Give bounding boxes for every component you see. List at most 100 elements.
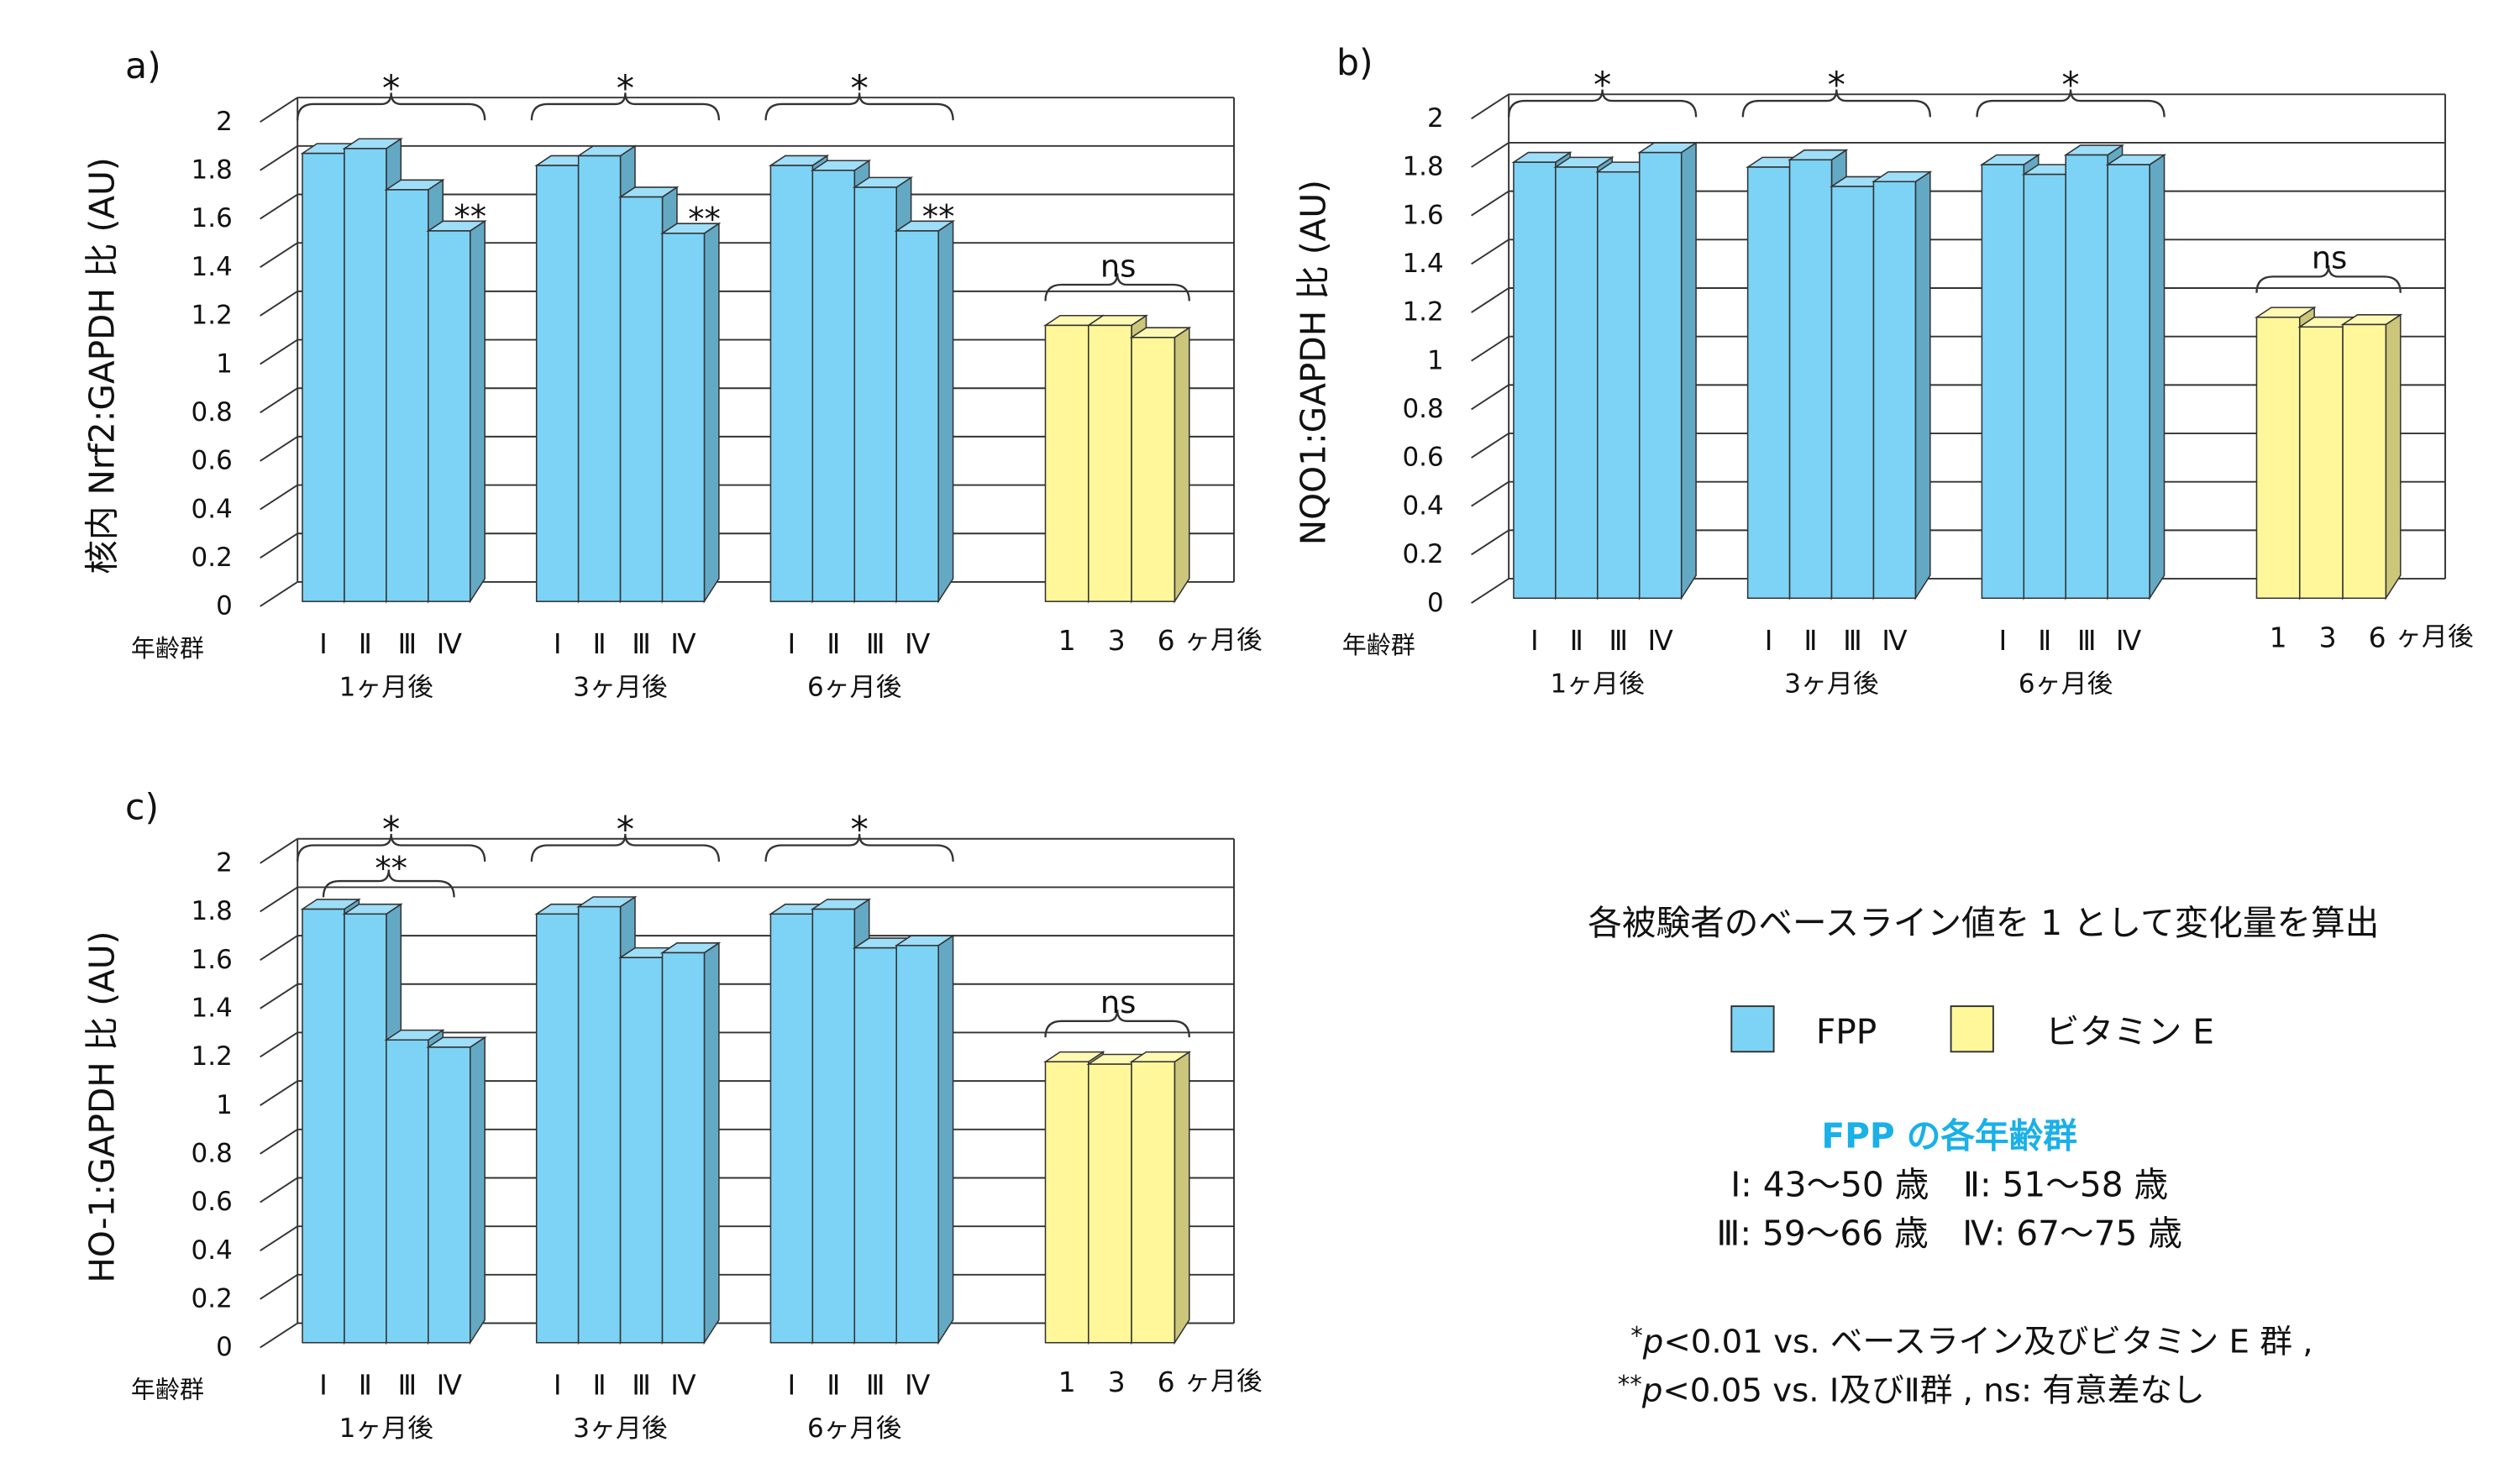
significance-mark: * [1593,65,1611,107]
gridline-side [1471,433,1509,459]
gridline-side [260,242,298,269]
bar-fpp [769,165,814,602]
bar-fpp [811,908,856,1344]
x-tick-label: Ⅲ [2077,624,2097,657]
bar-significance-mark: ** [922,198,955,236]
group-label: 3ヶ月後 [1784,669,1879,700]
gridline-side [260,886,298,913]
group-label: 3ヶ月後 [573,672,668,702]
bar-fpp-side [2149,154,2166,600]
chart-a: a) 核内 Nrf2:GAPDH 比 (AU) 0 0.2 0.4 0.6 0.8 1 1.2 1… [81,45,1262,702]
x-tick-label: Ⅳ [1648,624,1674,657]
bar-vitamin-e-side [2385,313,2402,600]
x-tick-label: Ⅰ [1765,624,1773,657]
y-tick-label: 0.2 [1402,539,1443,569]
bar-fpp [1788,159,1833,600]
bar-fpp [428,230,471,602]
panel-label: b) [1336,42,1373,84]
y-tick-label: 2 [216,847,233,878]
age-group-axis-label: 年齢群 [131,634,204,663]
ns-mark: ns [1100,984,1136,1020]
x-tick-label: 1 [1058,624,1076,657]
x-tick-label: Ⅱ [2038,624,2051,657]
group-label: 1ヶ月後 [339,1413,434,1444]
y-tick-label: 1.8 [192,155,233,186]
bar-fpp-side [469,219,486,604]
x-tick-label: Ⅲ [866,1369,885,1402]
x-tick-label: Ⅱ [359,1369,372,1402]
bar-fpp [853,946,897,1344]
ns-mark: ns [1100,248,1136,284]
x-tick-label: 1 [1058,1366,1076,1398]
x-tick-label: Ⅲ [632,1369,651,1402]
y-axis-label: 核内 Nrf2:GAPDH 比 (AU) [81,157,122,574]
significance-brace [1507,89,1698,118]
x-tick-label: Ⅰ [788,627,796,660]
y-tick-label: 0.2 [192,543,233,573]
gridline-side [1471,142,1509,168]
x-tick-label: 3 [1108,624,1126,657]
significance-mark: * [1828,65,1845,107]
y-tick-label: 1.8 [192,896,233,926]
bar-vitamin-e [1131,1061,1176,1344]
significance-brace [764,92,954,121]
y-tick-label: 1.4 [192,993,233,1023]
bar-fpp [577,905,622,1344]
bar-fpp [386,1039,429,1344]
significance-brace [530,92,721,121]
y-tick-label: 0 [216,1332,233,1362]
bar-fpp [895,945,939,1344]
bar-fpp [2023,173,2066,600]
bar-fpp [1597,170,1641,600]
x-tick-label: Ⅰ [554,627,562,660]
footnote-2: **p<0.05 vs. Ⅰ及びⅡ群 , ns: 有意差なし [1618,1371,2205,1410]
gridline-side [260,1322,298,1349]
bar-vitamin-e [2342,323,2387,600]
x-tick-label: Ⅳ [670,1369,696,1402]
y-tick-label: 0.6 [192,1187,233,1217]
x-tick-label: 6 [1158,1366,1175,1398]
significance-mark: * [617,68,634,110]
x-tick-label: Ⅱ [593,1369,606,1402]
y-tick-label: 0.4 [1402,490,1443,521]
legend-swatch-fpp [1730,1005,1775,1053]
x-tick-label: Ⅲ [866,627,885,660]
x-tick-label: Ⅱ [593,627,606,660]
bar-significance-mark: ** [688,201,721,239]
age-groups-line2: Ⅲ: 59〜66 歳 Ⅳ: 67〜75 歳 [1716,1214,2181,1254]
chart-b: b) NQO1:GAPDH 比 (AU) 0 0.2 0.4 0.6 0.8 1 1.2 1.4 1… [1293,42,2473,699]
group-label: 1ヶ月後 [339,672,434,702]
significance-brace [764,833,954,862]
y-tick-label: 2 [1427,103,1444,134]
gridline-side [260,983,298,1009]
bar-fpp [2065,154,2108,600]
y-tick-label: 1 [216,349,233,379]
bar-vitamin-e-side [1173,1051,1190,1345]
vitamin-e-axis-suffix: ヶ月後 [2396,621,2474,652]
bar-fpp-side [1680,141,1697,600]
x-tick-label: Ⅲ [1609,624,1628,657]
group-label: 6ヶ月後 [807,1413,902,1444]
x-tick-label: Ⅱ [359,627,372,660]
ns-brace [2255,265,2402,293]
baseline-note: 各被験者のベースライン値を 1 として変化量を算出 [1588,903,2379,943]
bar-significance-mark: ** [454,198,486,236]
gridline-side [260,1225,298,1252]
bar-fpp [1981,164,2025,600]
y-axis-label: NQO1:GAPDH 比 (AU) [1293,180,1333,545]
bar-fpp [1746,166,1791,600]
panel-label: c) [125,787,159,829]
x-tick-label: Ⅱ [827,627,840,660]
vitamin-e-axis-suffix: ヶ月後 [1184,625,1263,655]
bar-fpp [1555,166,1599,600]
y-tick-label: 1.6 [192,203,233,233]
bar-fpp [811,170,856,602]
x-tick-label: Ⅰ [554,1369,562,1402]
y-tick-label: 1.6 [192,945,233,975]
significance-mark: * [850,810,868,852]
gridline-side [260,1128,298,1155]
gridline-side [1471,384,1509,411]
gridline-side [260,193,298,220]
gridline-side [1471,578,1509,604]
